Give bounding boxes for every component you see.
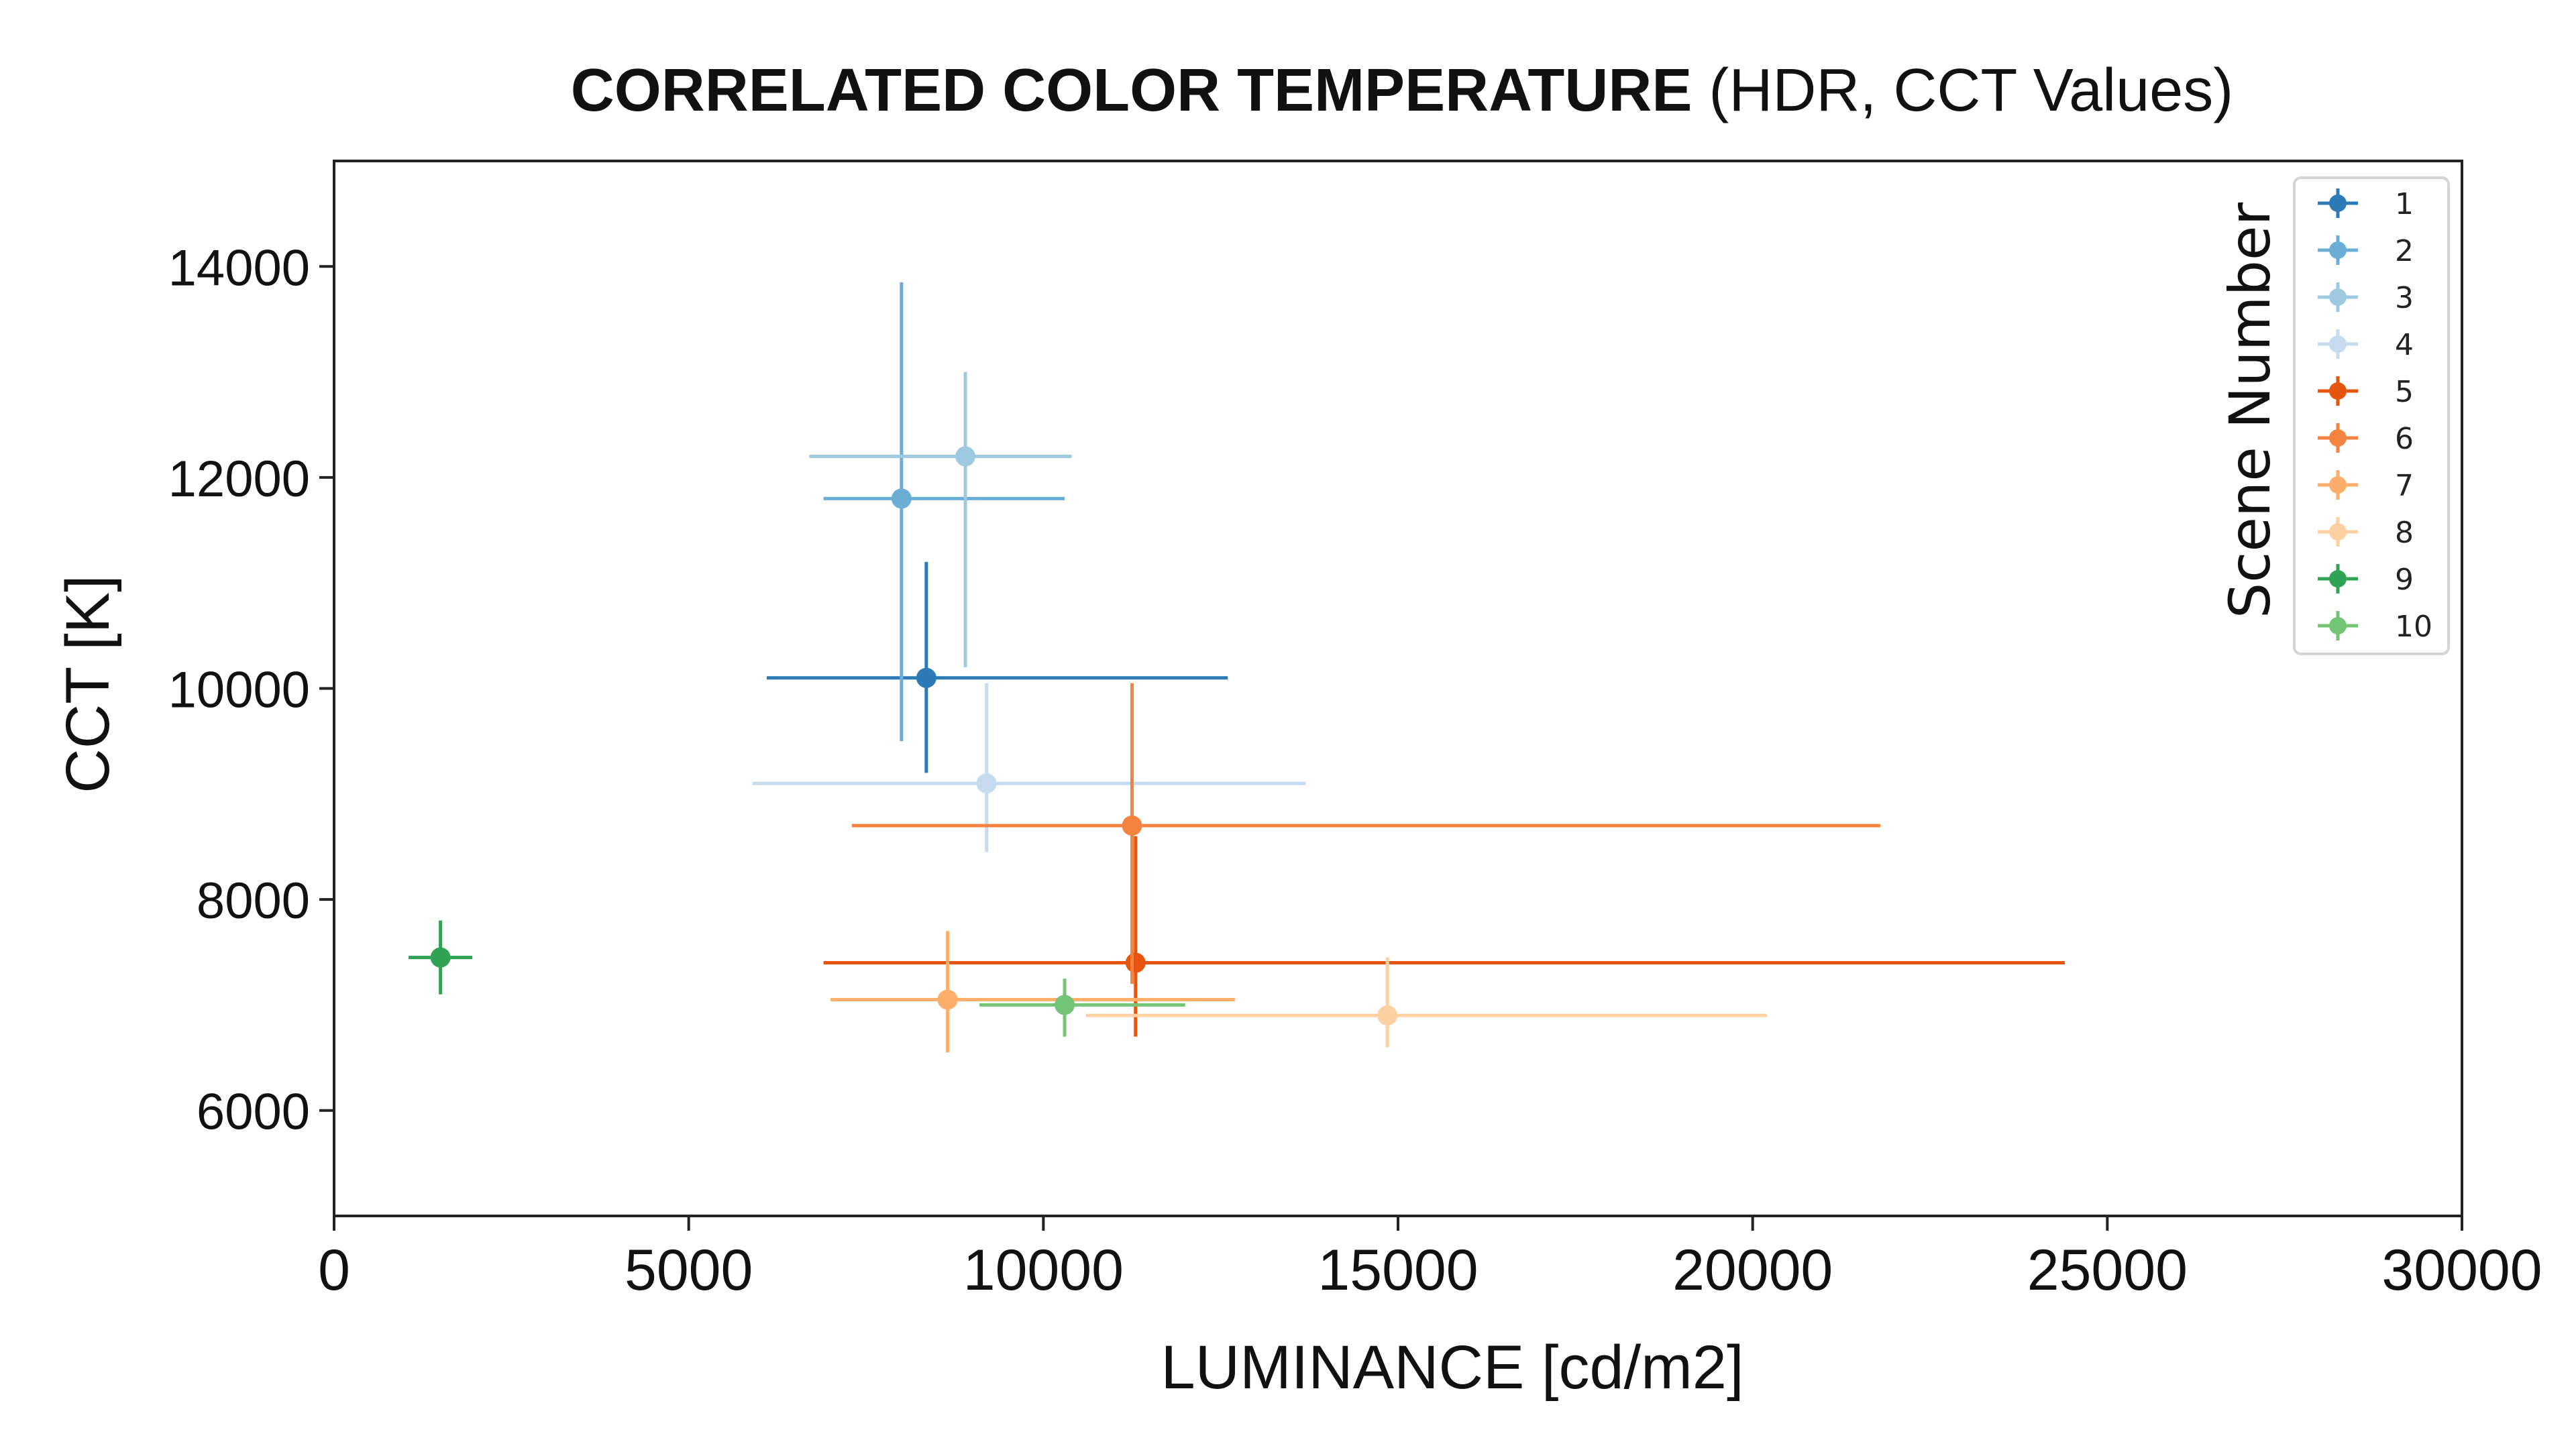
series-scene-10 [979, 979, 1185, 1037]
y-tick-label: 6000 [197, 1084, 310, 1141]
y-axis-ticks: 6000 8000 10000 12000 14000 [168, 239, 334, 1141]
legend-marker [2329, 570, 2347, 588]
data-point [916, 667, 936, 688]
legend-marker [2329, 523, 2347, 541]
x-tick-label: 10000 [963, 1238, 1124, 1302]
legend-item-1: 1 [2318, 187, 2414, 221]
x-axis-label: LUMINANCE [cd/m2] [1161, 1333, 1743, 1402]
series-scene-3 [809, 372, 1072, 668]
chart-title-bold: CORRELATED COLOR TEMPERATURE [571, 57, 1693, 124]
legend-label: 6 [2395, 422, 2414, 456]
series-scene-8 [1085, 957, 1767, 1048]
x-tick-label: 5000 [625, 1238, 753, 1302]
y-tick-label: 10000 [168, 662, 310, 719]
legend-item-6: 6 [2318, 422, 2414, 456]
y-axis-label: CCT [K] [54, 575, 122, 793]
data-point [937, 989, 958, 1010]
y-tick-label: 8000 [197, 873, 310, 930]
legend-label: 3 [2395, 281, 2414, 315]
legend-marker [2329, 476, 2347, 494]
legend-marker [2329, 241, 2347, 259]
legend-label: 10 [2395, 610, 2432, 644]
series-scene-4 [752, 683, 1306, 852]
series-scene-1 [766, 561, 1228, 773]
legend-item-5: 5 [2318, 375, 2414, 409]
series-scene-2 [823, 282, 1065, 742]
legend-label: 1 [2395, 187, 2414, 221]
plot-area [333, 160, 2463, 1217]
legend-label: 5 [2395, 375, 2414, 409]
data-point [955, 446, 976, 467]
legend-label: 4 [2395, 328, 2414, 362]
legend-item-7: 7 [2318, 469, 2414, 503]
legend-label: 2 [2395, 234, 2414, 268]
data-point [1122, 815, 1142, 836]
legend-item-10: 10 [2318, 610, 2432, 644]
data-marks [409, 282, 2065, 1053]
legend-item-2: 2 [2318, 234, 2414, 268]
series-scene-6 [851, 683, 1880, 984]
legend-item-4: 4 [2318, 328, 2414, 362]
legend-marker [2329, 429, 2347, 447]
data-point [1377, 1005, 1398, 1026]
y-tick-label: 14000 [168, 239, 310, 296]
legend-label: 7 [2395, 469, 2414, 503]
legend-marker [2329, 617, 2347, 634]
data-point [430, 947, 451, 968]
legend-label: 9 [2395, 563, 2414, 597]
data-point [891, 488, 912, 509]
data-point [1055, 995, 1075, 1015]
x-tick-label: 20000 [1672, 1238, 1833, 1302]
y-tick-label: 12000 [168, 451, 310, 508]
legend-item-9: 9 [2318, 563, 2414, 597]
data-point [976, 773, 997, 794]
legend-items: 1 2 3 4 5 6 7 8 9 10 [2318, 187, 2432, 644]
x-tick-label: 30000 [2381, 1238, 2542, 1302]
legend-marker [2329, 288, 2347, 306]
legend-marker [2329, 335, 2347, 353]
x-tick-label: 15000 [1318, 1238, 1478, 1302]
legend-item-8: 8 [2318, 516, 2414, 550]
data-point [1125, 952, 1146, 973]
legend-title: Scene Number [2217, 202, 2283, 618]
chart-title-rest: (HDR, CCT Values) [1709, 57, 2233, 124]
legend-box [2293, 176, 2450, 655]
x-axis-ticks: 0 5000 10000 15000 20000 25000 30000 [318, 1216, 2542, 1302]
series-scene-9 [409, 920, 473, 995]
x-tick-label: 25000 [2027, 1238, 2188, 1302]
legend-marker [2329, 194, 2347, 212]
legend-item-3: 3 [2318, 281, 2414, 315]
legend-label: 8 [2395, 516, 2414, 550]
legend: Scene Number 1 2 3 4 5 6 7 8 9 10 [2217, 176, 2450, 655]
series-scene-7 [830, 931, 1235, 1053]
chart-title: CORRELATED COLOR TEMPERATURE (HDR, CCT Va… [571, 57, 2233, 124]
legend-marker [2329, 382, 2347, 400]
x-tick-label: 0 [318, 1238, 350, 1302]
